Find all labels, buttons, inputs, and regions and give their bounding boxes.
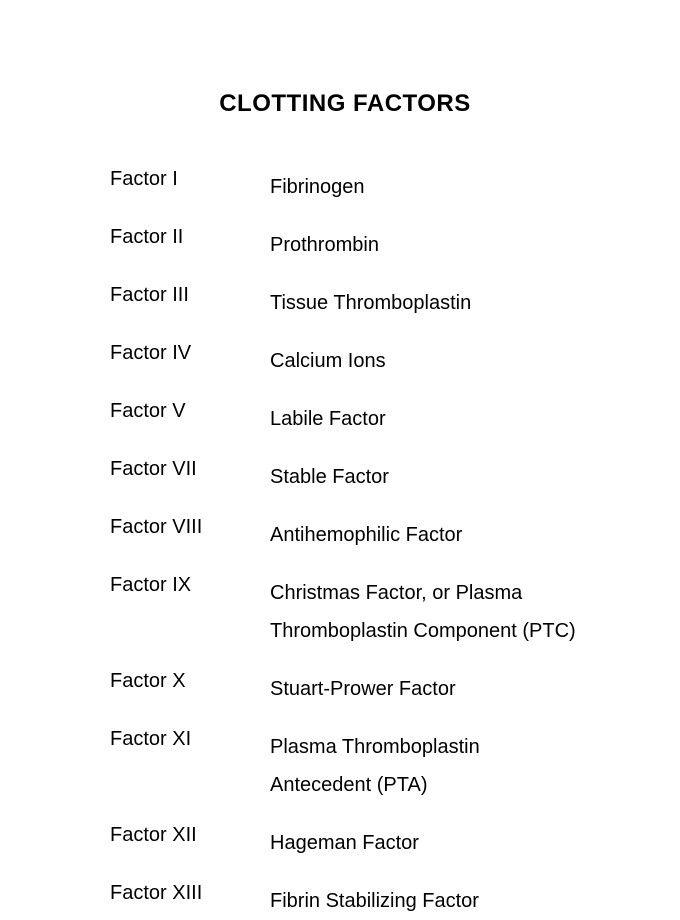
factor-name: Antihemophilic Factor	[270, 516, 580, 554]
factor-name: Stable Factor	[270, 458, 580, 496]
factor-label: Factor VIII	[110, 516, 270, 539]
factor-row: Factor VLabile Factor	[110, 400, 580, 438]
factor-row: Factor XIIIFibrin Stabilizing Factor	[110, 882, 580, 920]
factor-label: Factor X	[110, 670, 270, 693]
factor-name: Prothrombin	[270, 226, 580, 264]
factor-name: Hageman Factor	[270, 824, 580, 862]
factor-row: Factor IFibrinogen	[110, 168, 580, 206]
factor-name: Plasma Thromboplastin Antecedent (PTA)	[270, 728, 580, 804]
factor-label: Factor I	[110, 168, 270, 191]
factor-row: Factor VIIIAntihemophilic Factor	[110, 516, 580, 554]
factor-label: Factor XI	[110, 728, 270, 751]
factor-name: Fibrin Stabilizing Factor	[270, 882, 580, 920]
factor-row: Factor IVCalcium Ions	[110, 342, 580, 380]
factor-row: Factor XStuart-Prower Factor	[110, 670, 580, 708]
factors-table: Factor IFibrinogenFactor IIProthrombinFa…	[110, 168, 580, 920]
factor-row: Factor IIITissue Thromboplastin	[110, 284, 580, 322]
factor-name: Fibrinogen	[270, 168, 580, 206]
factor-label: Factor IX	[110, 574, 270, 597]
factor-row: Factor IIProthrombin	[110, 226, 580, 264]
factor-name: Stuart-Prower Factor	[270, 670, 580, 708]
factor-label: Factor VII	[110, 458, 270, 481]
factor-name: Calcium Ions	[270, 342, 580, 380]
factor-label: Factor III	[110, 284, 270, 307]
factor-label: Factor IV	[110, 342, 270, 365]
factor-row: Factor XIIHageman Factor	[110, 824, 580, 862]
factor-label: Factor XIII	[110, 882, 270, 905]
factor-row: Factor XIPlasma Thromboplastin Anteceden…	[110, 728, 580, 804]
factor-label: Factor XII	[110, 824, 270, 847]
factor-name: Labile Factor	[270, 400, 580, 438]
factor-row: Factor IXChristmas Factor, or Plasma Thr…	[110, 574, 580, 650]
factor-label: Factor II	[110, 226, 270, 249]
factor-name: Christmas Factor, or Plasma Thromboplast…	[270, 574, 580, 650]
page-title: CLOTTING FACTORS	[110, 90, 580, 118]
factor-name: Tissue Thromboplastin	[270, 284, 580, 322]
factor-row: Factor VIIStable Factor	[110, 458, 580, 496]
factor-label: Factor V	[110, 400, 270, 423]
